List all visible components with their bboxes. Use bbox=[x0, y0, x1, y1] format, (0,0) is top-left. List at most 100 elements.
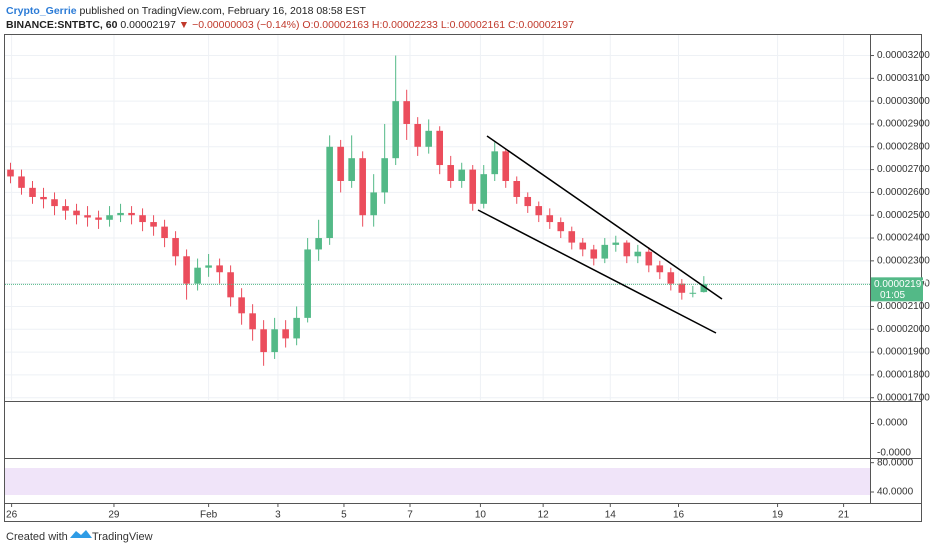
x-tick-label: 14 bbox=[605, 510, 617, 521]
candle-body bbox=[249, 313, 256, 330]
candle-body bbox=[238, 297, 245, 314]
x-tick-label: 12 bbox=[538, 510, 550, 521]
candle-body bbox=[535, 206, 543, 216]
y-tick-label: 0.00001800 bbox=[877, 370, 930, 381]
y-tick-label: 0.00001700 bbox=[877, 392, 930, 403]
x-tick-label: 7 bbox=[407, 510, 413, 521]
candle-body bbox=[194, 267, 201, 284]
candle-body bbox=[128, 212, 135, 216]
candle-body bbox=[656, 265, 664, 273]
symbol: BINANCE:SNTBTC, 60 bbox=[6, 19, 118, 31]
candle-body bbox=[469, 169, 477, 204]
trend-line bbox=[477, 209, 717, 334]
candle-body bbox=[293, 317, 300, 339]
last-price-box bbox=[871, 277, 923, 302]
candle-body bbox=[480, 174, 488, 204]
header-line: Crypto_Gerrie published on TradingView.c… bbox=[6, 5, 367, 17]
rsi-tick-label: 80.0000 bbox=[877, 457, 914, 468]
countdown: 01:05 bbox=[880, 290, 905, 301]
y-tick-label: 0.00002300 bbox=[877, 255, 930, 266]
y-tick-label: 0.00001900 bbox=[877, 347, 930, 358]
ohlc-open: O:0.00002163 bbox=[302, 19, 369, 31]
candle-body bbox=[579, 242, 587, 250]
candle-body bbox=[216, 265, 223, 273]
candle-body bbox=[568, 231, 576, 243]
footer-text: Created with bbox=[6, 531, 68, 543]
candle-body bbox=[304, 249, 311, 318]
x-tick-label: 19 bbox=[772, 510, 784, 521]
candle-body bbox=[667, 272, 675, 284]
candle-body bbox=[700, 284, 708, 293]
macd-label: 0.0000 bbox=[877, 418, 908, 429]
x-tick-label: 3 bbox=[275, 510, 281, 521]
candle-body bbox=[117, 212, 124, 216]
candle-body bbox=[348, 158, 355, 181]
ohlc-high: H:0.00002233 bbox=[372, 19, 438, 31]
x-tick-label: 16 bbox=[673, 510, 685, 521]
candle-body bbox=[370, 192, 377, 216]
x-tick-label: 21 bbox=[838, 510, 850, 521]
y-tick-label: 0.00002700 bbox=[877, 164, 930, 175]
candle-body bbox=[315, 238, 322, 250]
author[interactable]: Crypto_Gerrie bbox=[6, 5, 77, 17]
candle-body bbox=[601, 244, 609, 259]
y-tick-label: 0.00002900 bbox=[877, 119, 930, 130]
candle-body bbox=[612, 242, 620, 245]
candle-body bbox=[95, 217, 102, 220]
y-tick-label: 0.00002500 bbox=[877, 210, 930, 221]
candle-body bbox=[62, 206, 69, 211]
y-tick-label: 0.00002800 bbox=[877, 141, 930, 152]
x-tick-label: 26 bbox=[6, 510, 18, 521]
candle-body bbox=[40, 196, 47, 200]
candle-body bbox=[326, 146, 333, 239]
candle-body bbox=[557, 222, 565, 232]
change: ▼ −0.00000003 (−0.14%) bbox=[179, 19, 300, 31]
ohlc-close: C:0.00002197 bbox=[508, 19, 574, 31]
rsi-tick-label: 40.0000 bbox=[877, 487, 914, 498]
x-tick-label: 29 bbox=[108, 510, 120, 521]
candle-body bbox=[392, 101, 399, 159]
candle-body bbox=[425, 130, 432, 147]
candle-body bbox=[623, 242, 631, 257]
candle-body bbox=[282, 329, 289, 339]
x-tick-label: 10 bbox=[475, 510, 487, 521]
y-tick-label: 0.00002100 bbox=[877, 301, 930, 312]
candle-body bbox=[513, 181, 521, 197]
last-price-label: 0.00002197 bbox=[874, 279, 927, 290]
x-tick-label: Feb bbox=[200, 510, 218, 521]
candle-body bbox=[634, 251, 642, 257]
candle-body bbox=[546, 215, 554, 223]
rsi-band bbox=[5, 468, 870, 495]
candle-body bbox=[227, 272, 234, 298]
candle-body bbox=[491, 151, 499, 175]
tv-logo bbox=[70, 530, 92, 538]
candle-body bbox=[29, 187, 36, 197]
last: 0.00002197 bbox=[120, 19, 176, 31]
published: published on TradingView.com, February 1… bbox=[80, 5, 367, 17]
symbol-line: BINANCE:SNTBTC, 60 0.00002197 ▼ −0.00000… bbox=[6, 19, 574, 31]
candle-body bbox=[205, 265, 212, 268]
candle-body bbox=[51, 199, 58, 207]
y-tick-label: 0.00002000 bbox=[877, 324, 930, 335]
candle-body bbox=[271, 329, 278, 353]
candle-body bbox=[260, 329, 267, 353]
y-tick-label: 0.00002600 bbox=[877, 187, 930, 198]
candle-body bbox=[458, 169, 466, 181]
y-tick-label: 0.00003000 bbox=[877, 96, 930, 107]
candle-body bbox=[106, 215, 113, 220]
candle-body bbox=[436, 130, 444, 166]
candle-body bbox=[689, 292, 697, 294]
candle-body bbox=[524, 196, 532, 207]
candle-body bbox=[161, 226, 168, 239]
y-tick-label: 0.00003200 bbox=[877, 50, 930, 61]
candle-body bbox=[447, 165, 455, 181]
candle-body bbox=[183, 256, 190, 284]
footer-brand[interactable]: TradingView bbox=[92, 531, 153, 543]
candle-body bbox=[645, 251, 653, 266]
y-tick-label: 0.00002400 bbox=[877, 233, 930, 244]
candle-body bbox=[359, 158, 366, 216]
candle-body bbox=[678, 283, 686, 293]
ohlc-low: L:0.00002161 bbox=[441, 19, 505, 31]
trend-line bbox=[486, 135, 723, 300]
